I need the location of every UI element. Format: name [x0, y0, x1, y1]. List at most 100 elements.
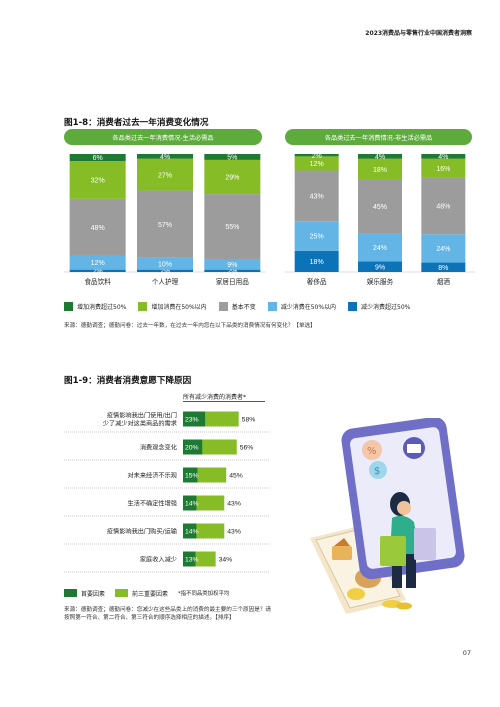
bar-segment-label: 24%	[373, 245, 387, 252]
stacked-bar-chart-necessities: 2%12%48%32%6%食品饮料2%10%57%27%4%个人护理2%9%55…	[64, 154, 266, 286]
legend-swatch	[64, 301, 73, 311]
legend-item: 减少消费超过50%	[348, 301, 410, 311]
bar-segment	[137, 269, 193, 272]
bar-segment-label: 2%	[227, 268, 237, 275]
horizontal-bar-chart-reasons: 疫情影响我出门使用/出门少了减少对这类商品的需求 23% 58% 消费观念变化 20% 5…	[64, 411, 270, 573]
bar-segment	[421, 234, 466, 263]
legend-item: 基本不变	[218, 301, 256, 311]
category-label: 食品饮料	[84, 277, 111, 286]
bar-segment-label: 24%	[436, 246, 450, 253]
bar-primary	[183, 551, 196, 567]
bar-segment-label: 25%	[310, 234, 324, 241]
bar-segment	[69, 198, 126, 256]
bar-segment-label: 5%	[227, 155, 237, 162]
category-label: 奢侈品	[307, 277, 327, 286]
bar-segment	[358, 158, 402, 180]
bar-segment	[69, 161, 126, 199]
category-label: 家居日用品	[216, 277, 249, 286]
bar-segment	[421, 158, 466, 178]
bar-segment	[294, 156, 339, 171]
top3-value-label: 45%	[229, 473, 243, 480]
bar-segment	[137, 257, 193, 270]
bar-segment-label: 4%	[160, 154, 170, 161]
bar-segment	[137, 154, 193, 159]
bar-segment-label: 2%	[160, 268, 170, 275]
reason-label: 疫情影响我出门购买/运输	[107, 528, 178, 536]
legend-item-primary: 首要因素	[64, 589, 105, 598]
reason-label: 消费观念变化	[140, 444, 177, 452]
bar-segment	[294, 154, 339, 157]
legend-swatch-primary	[64, 589, 77, 597]
top3-value-label: 56%	[240, 445, 254, 452]
bar-segment	[204, 259, 261, 270]
primary-value-label: 20%	[185, 445, 199, 452]
bar-primary	[183, 523, 197, 539]
figure-1-9-title: 图1-9：消费者消费意愿下降原因	[64, 376, 192, 386]
bar-primary	[183, 439, 203, 455]
figure-1-8-legend: 增加消费超过50% 增加消费在50%以内 基本不变 减少消费在50%以内 减少消费超过5…	[64, 300, 474, 312]
primary-value-label: 14%	[185, 529, 199, 536]
bar-segment-label: 29%	[225, 175, 239, 182]
grocery-box-icon	[310, 524, 412, 614]
reason-label: 对未来经济不乐观	[128, 472, 178, 480]
bar-segment-label: 12%	[91, 260, 105, 267]
figure-1-9-column-header: 所有减少消费的消费者*	[183, 394, 247, 401]
column-header-divider	[183, 401, 265, 402]
legend-swatch	[218, 301, 228, 311]
primary-value-label: 14%	[185, 501, 199, 508]
panel-title-non-necessities: 各品类过去一年消费情况-非生活必需品	[285, 129, 472, 145]
bar-segment	[137, 190, 193, 258]
page-number: 07	[462, 649, 471, 657]
bar-segment-label: 57%	[158, 222, 172, 229]
bar-segment-label: 48%	[436, 204, 450, 211]
bar-segment-label: 45%	[373, 204, 387, 211]
bar-segment-label: 32%	[91, 178, 105, 185]
legend-label: 增加消费在50%以内	[151, 303, 207, 311]
legend-label-primary: 首要因素	[81, 590, 106, 598]
bar-segment-label: 43%	[310, 193, 324, 200]
top3-value-label: 34%	[219, 557, 233, 564]
bar-segment-label: 12%	[310, 161, 324, 168]
bar-primary	[183, 467, 198, 483]
bar-segment	[294, 221, 339, 251]
svg-text:%: %	[367, 446, 377, 457]
bar-segment-label: 4%	[438, 154, 448, 161]
bar-segment	[204, 159, 261, 195]
bar-segment	[204, 154, 261, 160]
report-header-title: 2023消费品与零售行业中国消费者洞察	[365, 30, 472, 37]
legend-label: 基本不变	[231, 303, 256, 311]
top3-value-label: 43%	[227, 501, 241, 508]
bar-segment-label: 27%	[158, 172, 172, 179]
bar-segment-label: 10%	[158, 261, 172, 268]
bar-primary	[183, 495, 197, 511]
bar-primary	[183, 411, 206, 427]
bar-segment	[358, 233, 402, 262]
primary-value-label: 15%	[185, 473, 199, 480]
legend-label-top3: 前三重要因素	[132, 590, 169, 598]
figure-1-8-source-note: 来源：德勤调查；德勤问卷：过去一年数，在过去一年内您在以下品类的消费情况有何变化…	[64, 323, 316, 329]
bar-segment	[69, 269, 126, 272]
bar-segment-label: 9%	[375, 264, 385, 271]
bar-segment-label: 8%	[438, 265, 448, 272]
bar-segment	[421, 154, 466, 159]
top3-value-label: 58%	[242, 417, 256, 424]
figure-1-9-source-note: 来源：德勤调查；德勤问卷：您减少在这些品类上的消费的最主要的三个原因是？请按照第…	[64, 607, 271, 621]
bar-segment-label: 48%	[91, 225, 105, 232]
panel-title-necessities: 各品类过去一年消费情况-生活必需品	[64, 129, 262, 145]
bar-segment-label: 55%	[225, 224, 239, 231]
shopper-figure-icon	[380, 492, 436, 588]
legend-note-weighted: *指不同品类加权平均	[178, 591, 230, 597]
bar-segment	[358, 154, 402, 159]
bar-segment	[421, 177, 466, 235]
bar-segment	[294, 170, 339, 222]
bar-segment-label: 18%	[310, 259, 324, 266]
bar-segment	[69, 255, 126, 270]
bar-segment-label: 16%	[436, 166, 450, 173]
shopping-phone-illustration: % $	[310, 418, 465, 614]
legend-item: 增加消费在50%以内	[138, 301, 207, 311]
figure-1-8-title: 图1-8：消费者过去一年消费变化情况	[64, 118, 209, 128]
bar-segment-label: 18%	[373, 167, 387, 174]
bar-segment	[137, 158, 193, 191]
legend-label: 增加消费超过50%	[77, 303, 127, 311]
reason-label: 生活不确定性增强	[128, 500, 178, 508]
